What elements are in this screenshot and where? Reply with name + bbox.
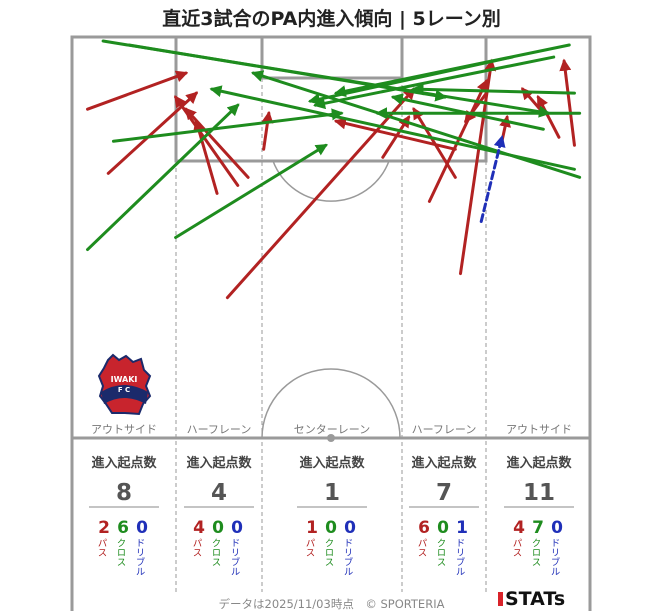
cross-count: 0 xyxy=(325,518,337,538)
dribble-count: 1 xyxy=(456,518,468,538)
cross-count: 7 xyxy=(532,518,544,538)
lane-label-5: アウトサイド xyxy=(506,423,572,436)
cross-arrow-12 xyxy=(313,55,556,110)
lane-total-count: 7 xyxy=(436,480,452,506)
lane-labels: アウトサイド ハーフレーン センターレーン ハーフレーン アウトサイド xyxy=(91,423,572,436)
dribble-count: 0 xyxy=(136,518,148,538)
badge-stripe xyxy=(101,385,148,404)
dribble-count: 0 xyxy=(344,518,356,538)
team-badge: IWAKI F C xyxy=(97,353,152,416)
pass-arrow-1 xyxy=(86,70,189,111)
pass-arrow-15 xyxy=(559,58,576,147)
pass-arrow-5 xyxy=(184,107,250,179)
brand-text: STATs xyxy=(505,588,566,610)
lane-total-count: 4 xyxy=(211,480,227,506)
dribble-label: ドリブル xyxy=(229,538,241,576)
cross-label: クロス xyxy=(323,538,334,567)
lane-stat-header: 進入起点数 xyxy=(186,455,252,471)
dribble-count: 0 xyxy=(551,518,563,538)
dribble-label: ドリブル xyxy=(454,538,466,576)
pass-arrow-13 xyxy=(464,91,488,124)
page-title: 直近3試合のPA内進入傾向 | 5レーン別 xyxy=(162,8,501,30)
stats-logo: STATs xyxy=(498,588,565,610)
cross-count: 6 xyxy=(117,518,129,538)
pass-label: パス xyxy=(191,538,203,557)
dribble-label: ドリブル xyxy=(342,538,354,576)
dribble-count: 0 xyxy=(231,518,243,538)
lane-stat-header: 進入起点数 xyxy=(299,455,365,471)
pass-count: 1 xyxy=(306,518,318,538)
center-circle xyxy=(261,368,401,439)
lane-label-4: ハーフレーン xyxy=(412,423,477,436)
lane-total-count: 1 xyxy=(324,480,340,506)
pass-count: 4 xyxy=(193,518,205,538)
pass-arrow-4 xyxy=(174,95,240,187)
cross-label: クロス xyxy=(435,538,446,567)
cross-arrow-13 xyxy=(390,93,545,131)
penalty-arc xyxy=(272,160,390,202)
badge-shield-icon xyxy=(97,353,152,416)
lane-label-3: センターレーン xyxy=(294,423,370,436)
lane-stat-header: 進入起点数 xyxy=(411,455,477,471)
pass-label: パス xyxy=(304,538,316,557)
lane-total-count: 8 xyxy=(116,480,132,506)
pass-arrow-7 xyxy=(225,87,416,300)
cross-count: 0 xyxy=(437,518,449,538)
lane-label-1: アウトサイド xyxy=(91,423,157,436)
lane-label-2: ハーフレーン xyxy=(187,423,252,436)
pass-arrow-11 xyxy=(459,58,497,276)
cross-arrow-7 xyxy=(411,83,576,96)
pass-label: パス xyxy=(511,538,523,557)
lane-stats: 進入起点数82パス6クロス0ドリブル進入起点数44パス0クロス0ドリブル進入起点… xyxy=(89,455,574,576)
cross-label: クロス xyxy=(210,538,221,567)
cross-label: クロス xyxy=(530,538,541,567)
pass-count: 2 xyxy=(98,518,110,538)
center-spot xyxy=(327,434,335,442)
lane-stat-header: 進入起点数 xyxy=(91,455,157,471)
dribble-label: ドリブル xyxy=(134,538,146,576)
cross-arrow-10 xyxy=(209,85,576,171)
badge-text-bottom: F C xyxy=(118,386,130,394)
cross-arrow-4 xyxy=(174,143,328,239)
cross-count: 0 xyxy=(212,518,224,538)
cross-arrow-5 xyxy=(111,108,344,143)
pass-arrow-16 xyxy=(536,95,561,139)
footer-note: データは2025/11/03時点 © SPORTERIA xyxy=(218,597,445,611)
logo-mark-icon xyxy=(498,592,503,606)
cross-arrow-9 xyxy=(333,43,571,98)
entry-arrows xyxy=(86,39,582,300)
dribble-label: ドリブル xyxy=(549,538,561,576)
pass-arrow-6 xyxy=(261,110,274,151)
lane-stat-header: 進入起点数 xyxy=(506,455,572,471)
pass-label: パス xyxy=(96,538,108,557)
cross-label: クロス xyxy=(115,538,126,567)
pass-count: 4 xyxy=(513,518,525,538)
pass-arrow-9 xyxy=(381,115,411,159)
pass-label: パス xyxy=(416,538,428,557)
badge-text-top: IWAKI xyxy=(111,375,138,384)
lane-total-count: 11 xyxy=(523,480,555,506)
pass-arrow-12 xyxy=(412,107,457,179)
cross-arrow-3 xyxy=(86,103,240,252)
pass-count: 6 xyxy=(418,518,430,538)
dribble-arrow-1 xyxy=(479,134,506,223)
